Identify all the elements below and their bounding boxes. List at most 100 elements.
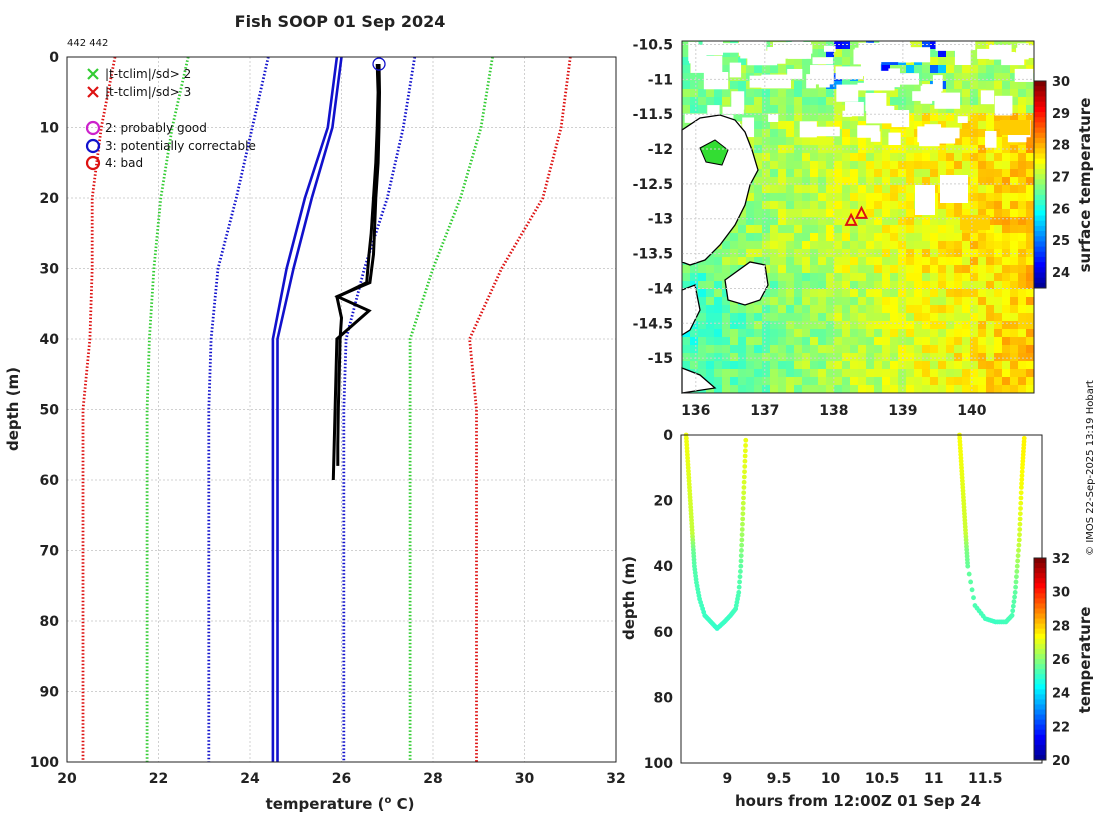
cast-point bbox=[739, 527, 745, 532]
sst-cell bbox=[826, 337, 834, 345]
sst-cell bbox=[786, 321, 794, 329]
sst-cell bbox=[954, 233, 962, 241]
sst-cell bbox=[682, 73, 690, 81]
sst-cell bbox=[890, 241, 898, 249]
sst-cell bbox=[810, 305, 818, 313]
sst-cell bbox=[802, 289, 810, 297]
sst-cell bbox=[1002, 41, 1010, 49]
sst-cell bbox=[738, 353, 746, 361]
colorbar-tick-label: 28 bbox=[1052, 619, 1070, 634]
sst-cell bbox=[1018, 369, 1026, 377]
colorbar-segment bbox=[1034, 754, 1046, 761]
sst-cell bbox=[762, 385, 770, 393]
sst-cell bbox=[810, 161, 818, 169]
colorbar-segment bbox=[1034, 158, 1046, 165]
sst-cell bbox=[922, 329, 930, 337]
sst-cell bbox=[914, 321, 922, 329]
cloud-patch bbox=[749, 75, 777, 88]
sst-cell bbox=[730, 249, 738, 257]
sst-cell bbox=[802, 137, 810, 145]
colorbar-segment bbox=[1034, 563, 1046, 569]
sst-cell bbox=[842, 297, 850, 305]
cloud-patch bbox=[808, 126, 840, 137]
sst-cell bbox=[746, 249, 754, 257]
sst-cell bbox=[794, 313, 802, 321]
sst-cell bbox=[882, 209, 890, 217]
sst-cell bbox=[794, 265, 802, 273]
sst-cell bbox=[810, 297, 818, 305]
sst-cell bbox=[882, 369, 890, 377]
sst-cell bbox=[970, 177, 978, 185]
sst-cell bbox=[962, 353, 970, 361]
cloud-patch bbox=[1014, 68, 1034, 82]
sst-cell bbox=[954, 137, 962, 145]
sst-cell bbox=[914, 153, 922, 161]
cloud-patch bbox=[1026, 45, 1055, 55]
sst-cell bbox=[802, 273, 810, 281]
sst-cell bbox=[802, 57, 810, 65]
sst-cell bbox=[1018, 249, 1026, 257]
sst-cell bbox=[978, 41, 986, 49]
sst-cell bbox=[1018, 193, 1026, 201]
sst-cell bbox=[762, 353, 770, 361]
sst-cell bbox=[786, 265, 794, 273]
sst-cell bbox=[706, 257, 714, 265]
sst-cell bbox=[906, 137, 914, 145]
sst-cell bbox=[914, 281, 922, 289]
sst-cell bbox=[786, 337, 794, 345]
sst-cell bbox=[826, 297, 834, 305]
sst-cell bbox=[994, 241, 1002, 249]
sst-cell bbox=[722, 289, 730, 297]
sst-cell bbox=[794, 377, 802, 385]
sst-cell bbox=[738, 233, 746, 241]
sst-cell bbox=[978, 137, 986, 145]
sst-cell bbox=[754, 361, 762, 369]
sst-cell bbox=[834, 201, 842, 209]
sst-cell bbox=[874, 273, 882, 281]
sst-cell bbox=[802, 361, 810, 369]
sst-cell bbox=[794, 105, 802, 113]
sst-cell bbox=[1010, 201, 1018, 209]
sst-cell bbox=[786, 169, 794, 177]
sst-cell bbox=[834, 377, 842, 385]
sst-cell bbox=[898, 265, 906, 273]
sst-cell bbox=[810, 233, 818, 241]
sst-cell bbox=[730, 353, 738, 361]
sst-cell bbox=[826, 121, 834, 129]
sst-cell bbox=[858, 121, 866, 129]
cloud-patch bbox=[791, 41, 804, 48]
sst-cell bbox=[802, 297, 810, 305]
sst-cell bbox=[754, 257, 762, 265]
colorbar-tick-label: 22 bbox=[1052, 720, 1070, 735]
sst-cell bbox=[754, 353, 762, 361]
station-triangle bbox=[844, 212, 858, 226]
sst-cell bbox=[722, 321, 730, 329]
sst-cell bbox=[962, 233, 970, 241]
sst-cell bbox=[714, 273, 722, 281]
sst-cell bbox=[826, 113, 834, 121]
sst-cell bbox=[914, 249, 922, 257]
sst-cell bbox=[826, 153, 834, 161]
profile-x-tick-label: 32 bbox=[606, 771, 625, 787]
sst-cell bbox=[746, 217, 754, 225]
sst-cell bbox=[1010, 73, 1018, 81]
sst-cell bbox=[826, 369, 834, 377]
colorbar-segment bbox=[1034, 618, 1046, 625]
sst-cell bbox=[1010, 305, 1018, 313]
sst-cell bbox=[762, 129, 770, 137]
sst-cell bbox=[922, 169, 930, 177]
sst-cell bbox=[794, 329, 802, 337]
sst-cell bbox=[698, 297, 706, 305]
sst-cell bbox=[794, 321, 802, 329]
sst-cell bbox=[746, 137, 754, 145]
sst-cell bbox=[986, 81, 994, 89]
sst-cell bbox=[770, 257, 778, 265]
colorbar-segment bbox=[1034, 669, 1046, 675]
sst-cell bbox=[722, 97, 730, 105]
profile-y-tick-label: 60 bbox=[40, 473, 60, 489]
profile-series bbox=[81, 56, 572, 762]
colorbar-tick-label: 20 bbox=[1052, 754, 1070, 769]
sst-cell bbox=[1002, 177, 1010, 185]
sst-cell bbox=[682, 65, 690, 73]
sst-cell bbox=[762, 121, 770, 129]
